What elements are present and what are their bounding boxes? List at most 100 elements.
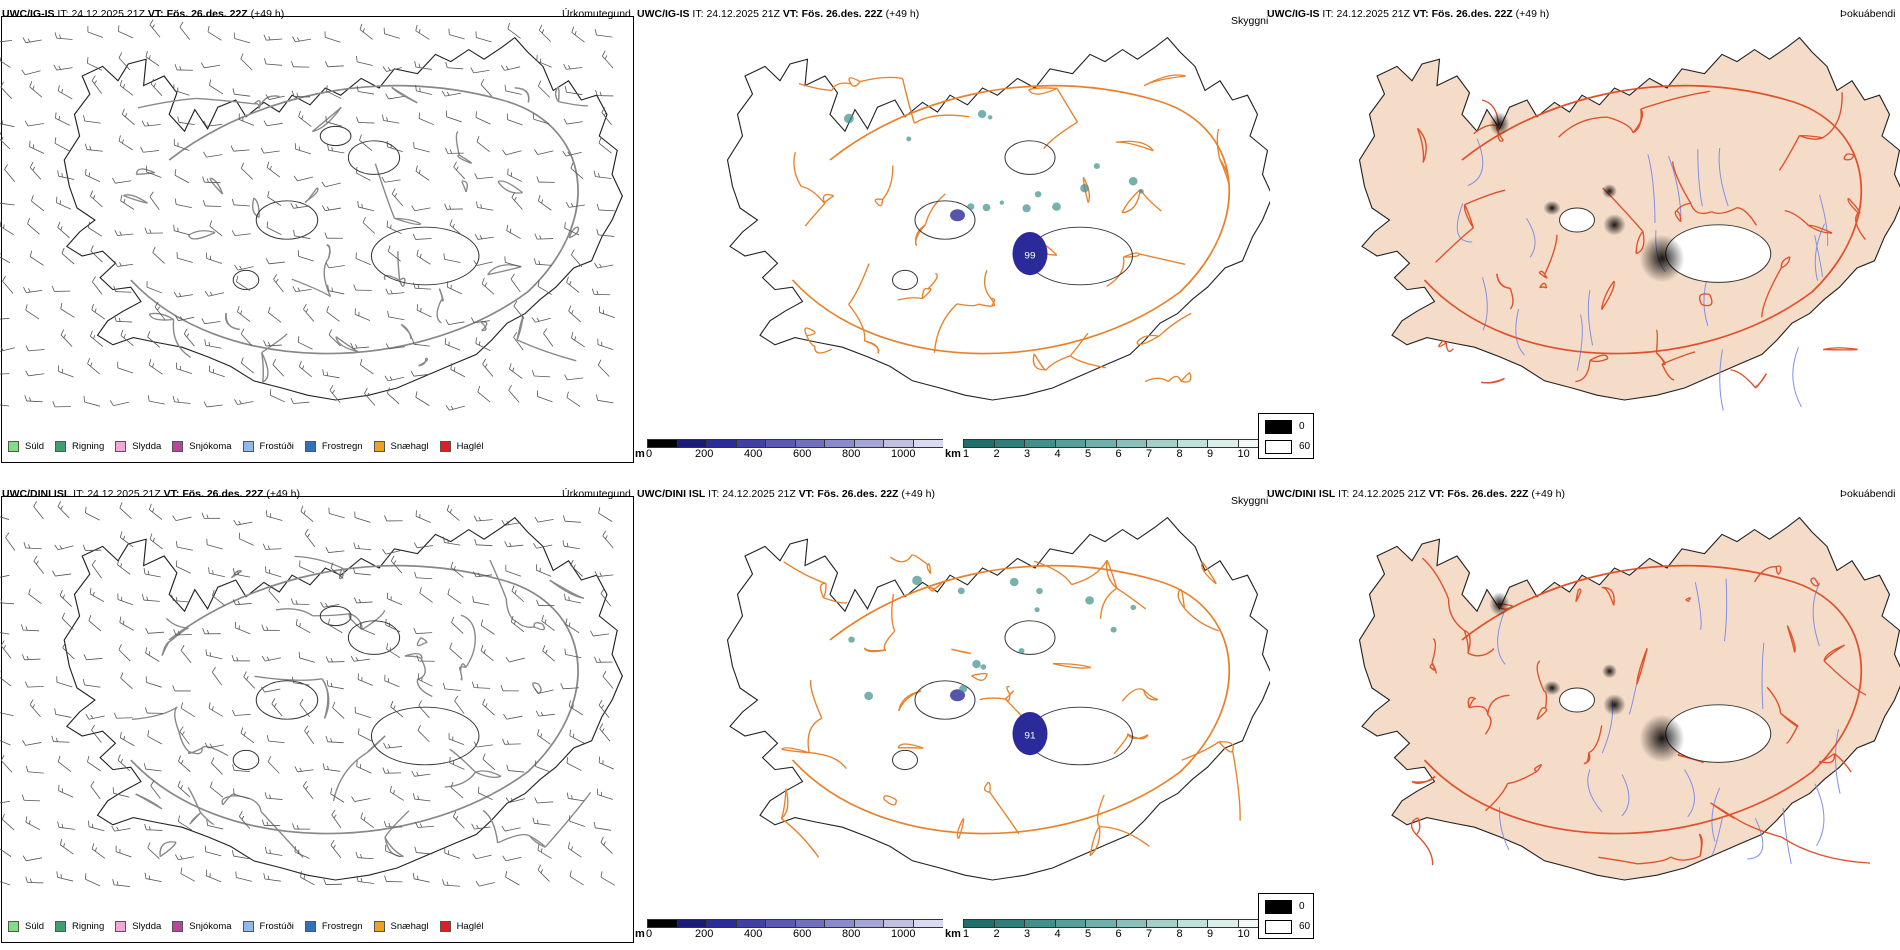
wind-barb [22,855,42,862]
road-segment [514,87,530,103]
road-segment [544,792,592,848]
wind-barb [382,548,402,555]
road-segment [822,193,834,204]
wind-barb [442,879,461,887]
fog-area [1602,664,1617,679]
road-segment [391,86,418,104]
wind-barb [264,792,283,800]
road-segment [361,609,386,631]
wind-barb [89,587,105,603]
colorbar-tick-label: 9 [1207,448,1214,460]
wind-barb [511,192,523,210]
wind-barb [386,140,403,152]
colorbar-tick-label: 200 [695,928,714,940]
road-segment [1467,696,1476,708]
wind-barb [324,31,341,43]
road-segment [983,270,992,299]
wind-barb [299,698,310,718]
colorbar-tick-label: 200 [695,448,714,460]
colorbar-tick-label: 600 [793,928,812,940]
wind-barb [0,574,10,578]
wind-barb [28,588,42,605]
wind-barb [294,143,311,155]
wind-barb [143,568,161,578]
wind-barb [449,219,463,236]
road-segment [1136,335,1160,346]
legend-swatch [439,441,451,452]
wind-barb [232,709,251,716]
wind-barb [57,170,75,180]
wind-barb [381,176,401,183]
wind-barb [204,290,225,297]
legend-label: Slydda [132,441,162,452]
precip-legend-item: Frostúði [242,921,294,932]
ring-road [130,84,579,355]
wind-barb [118,644,131,662]
wind-barb [178,755,191,773]
wind-barb [391,188,404,207]
wind-barb [291,90,311,98]
colorbar-segment [1085,439,1117,448]
wind-barb [91,75,102,94]
lead-time: (+49 h) [250,8,285,20]
road-segment [200,812,215,825]
colorbar-tick-label: 0 [646,448,653,460]
wind-barb [326,680,344,690]
wind-barb [505,656,525,663]
road-segment [806,335,815,347]
road-segment [804,327,815,336]
wind-barb [537,864,550,882]
wind-barb [61,612,74,630]
road-segment [1690,203,1713,215]
road-segment [1415,817,1421,836]
wind-barb [414,571,433,580]
wind-barb [117,558,131,575]
wind-barb [208,702,224,717]
wind-barb [293,229,311,240]
road-segment [1507,770,1538,785]
road-segment [321,678,329,719]
wind-barb [324,232,343,239]
wind-barb [353,542,372,551]
colorbar-tick-label: 400 [744,928,763,940]
road-segment [927,563,932,574]
wind-barb [594,656,613,663]
wind-barb [237,305,251,322]
wind-barb [85,143,103,152]
wind-barb [87,221,103,237]
wind-barb [304,528,316,548]
road-segment [1113,733,1129,755]
wind-barb [596,228,615,237]
wind-barb [0,220,14,236]
wind-barb [475,111,491,125]
wind-barb [353,597,373,604]
road-segment [1082,176,1091,203]
fog-area [1603,214,1626,236]
wind-barb [59,838,74,855]
iceland-map [1358,516,1900,881]
precip-type-legend: Súld Rigning Slydda Snjókoma Frostúði Frostre… [8,441,495,452]
road-segment [1123,252,1140,258]
colorbar-segment [1146,919,1178,928]
wind-barb [208,567,225,578]
wind-barb [57,221,70,239]
wind-barb [351,796,371,802]
road-segment [1429,662,1436,671]
road-segment [1218,741,1234,751]
road-segment [1810,577,1815,586]
legend-swatch [115,441,127,452]
wind-barb [205,869,222,883]
road-segment [1600,280,1615,310]
wind-barb [534,797,554,804]
wind-barb [202,176,221,184]
wind-barb [0,755,13,773]
wind-barb [111,825,131,832]
wind-barb [173,629,192,636]
road-segment [798,83,833,91]
wind-barb [292,36,312,43]
vt-label: VT: [1412,8,1429,20]
wind-barb [211,757,223,775]
wind-barb [412,282,432,290]
road-segment [1671,161,1692,204]
road-segment [533,622,543,628]
